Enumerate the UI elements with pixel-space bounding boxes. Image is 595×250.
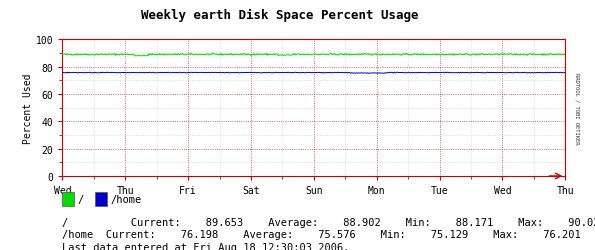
Text: /home  Current:    76.198    Average:    75.576    Min:    75.129    Max:    76.: /home Current: 76.198 Average: 75.576 Mi… — [62, 230, 581, 239]
Text: RRDTOOL / TOBI OETIKER: RRDTOOL / TOBI OETIKER — [574, 72, 579, 144]
Text: /          Current:    89.653    Average:    88.902    Min:    88.171    Max:   : / Current: 89.653 Average: 88.902 Min: 8… — [62, 218, 595, 228]
Text: Last data entered at Fri Aug 18 12:30:03 2006.: Last data entered at Fri Aug 18 12:30:03… — [62, 242, 350, 250]
Text: /: / — [77, 194, 84, 204]
Text: /home: /home — [110, 194, 142, 204]
Y-axis label: Percent Used: Percent Used — [23, 73, 33, 143]
Text: Weekly earth Disk Space Percent Usage: Weekly earth Disk Space Percent Usage — [141, 9, 418, 22]
